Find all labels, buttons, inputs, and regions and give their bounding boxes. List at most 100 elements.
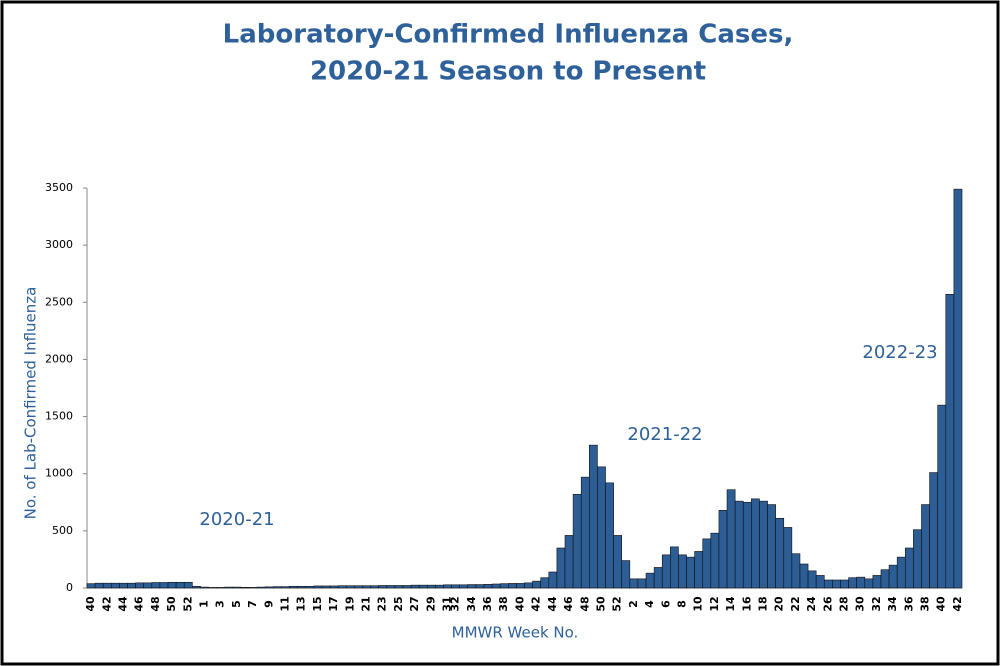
bar — [686, 556, 695, 589]
bar — [394, 585, 404, 589]
bar — [426, 584, 436, 589]
x-tick-label: 32 — [870, 596, 883, 611]
bar — [702, 538, 712, 589]
bar — [459, 584, 469, 589]
bar — [102, 582, 112, 589]
bar — [783, 527, 793, 589]
x-tick-label: 19 — [343, 596, 356, 611]
x-tick-label: 6 — [659, 600, 672, 608]
bar — [370, 585, 379, 589]
x-tick-label: 24 — [805, 596, 818, 612]
bar — [516, 583, 525, 589]
bar — [718, 509, 728, 589]
bar — [832, 579, 841, 589]
y-tick-label: 0 — [66, 581, 73, 594]
bar — [151, 582, 161, 589]
x-tick-label: 50 — [165, 596, 178, 612]
x-tick-label: 9 — [262, 600, 275, 608]
bar — [605, 482, 614, 589]
bar — [929, 472, 938, 589]
bar — [945, 293, 955, 589]
x-tick-label: 17 — [327, 596, 340, 611]
x-tick-label: 36 — [902, 596, 915, 612]
x-tick-label: 18 — [757, 596, 770, 611]
bar — [159, 582, 169, 589]
x-tick-label: 25 — [392, 596, 405, 611]
x-tick-label: 38 — [919, 596, 932, 611]
bar — [629, 578, 639, 589]
bar — [491, 583, 501, 589]
bar — [872, 575, 882, 589]
chart-title: Laboratory-Confirmed Influenza Cases, — [223, 20, 794, 50]
bar — [119, 582, 128, 589]
bar — [953, 188, 963, 589]
x-tick-label: 40 — [84, 596, 97, 612]
x-tick-label: 50 — [594, 596, 607, 612]
x-tick-label: 46 — [562, 596, 575, 612]
bar — [848, 577, 857, 589]
bar — [856, 576, 866, 589]
bar — [127, 582, 136, 589]
bar — [613, 535, 623, 589]
bar — [143, 582, 153, 589]
bar — [751, 498, 760, 589]
x-tick-label: 36 — [481, 596, 494, 612]
bar — [507, 583, 517, 589]
bar — [799, 563, 809, 589]
x-tick-label: 44 — [546, 596, 559, 612]
bar — [572, 493, 582, 589]
x-tick-label: 52 — [611, 596, 624, 611]
bar — [86, 583, 96, 589]
bar — [208, 587, 217, 589]
x-tick-label: 44 — [116, 596, 129, 612]
bar — [240, 587, 250, 589]
bar — [135, 582, 145, 589]
bar — [548, 571, 558, 589]
bar — [661, 554, 671, 589]
y-tick-label: 1500 — [45, 410, 73, 423]
y-tick-label: 3500 — [45, 181, 73, 194]
x-tick-label: 29 — [424, 596, 437, 611]
season-label: 2022-23 — [862, 342, 937, 363]
bar — [580, 476, 590, 589]
x-tick-label: 5 — [230, 600, 243, 608]
bar — [840, 579, 849, 589]
bar — [564, 535, 574, 589]
x-tick-label: 8 — [675, 600, 688, 608]
bar — [111, 582, 120, 589]
x-tick-label: 16 — [740, 596, 753, 612]
bar — [653, 567, 663, 589]
bar — [313, 585, 323, 589]
bar — [224, 586, 234, 589]
x-tick-label: 52 — [181, 596, 194, 611]
bar — [621, 560, 631, 589]
x-tick-label: 22 — [789, 596, 802, 611]
bar — [483, 584, 493, 589]
bar — [386, 585, 396, 589]
bar — [354, 585, 363, 589]
bar — [807, 570, 817, 589]
bar — [589, 444, 598, 589]
bar — [183, 581, 193, 589]
x-tick-label: 15 — [311, 596, 324, 611]
x-tick-label: 42 — [530, 596, 543, 611]
bar — [192, 585, 201, 589]
x-tick-label: 7 — [246, 600, 259, 608]
x-tick-label: 46 — [133, 596, 146, 612]
x-tick-label: 4 — [643, 600, 656, 608]
bar — [726, 489, 736, 589]
bar — [475, 584, 485, 589]
bar — [913, 529, 922, 589]
bar — [888, 564, 898, 589]
bar — [937, 404, 947, 589]
x-tick-label: 21 — [360, 596, 373, 611]
bar — [94, 582, 104, 589]
bar — [248, 587, 258, 589]
x-tick-label: 48 — [578, 596, 591, 611]
season-label: 2021-22 — [627, 424, 702, 445]
bar — [337, 585, 347, 589]
bar — [904, 547, 914, 589]
season-label: 2020-21 — [199, 509, 274, 530]
bar — [532, 580, 542, 589]
bar — [256, 586, 266, 589]
